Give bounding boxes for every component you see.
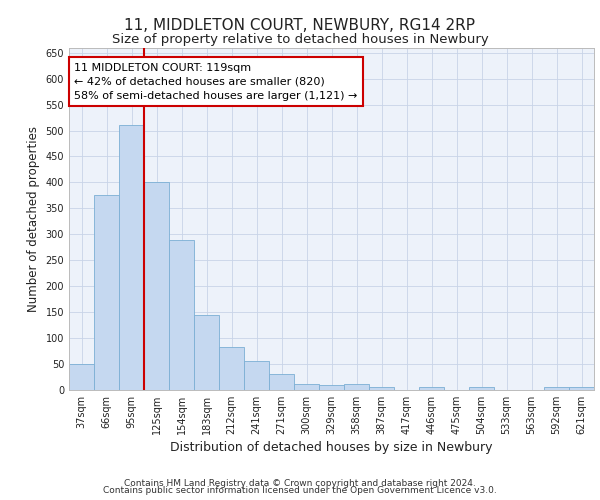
Text: Contains public sector information licensed under the Open Government Licence v3: Contains public sector information licen… [103, 486, 497, 495]
Bar [419, 388, 444, 390]
Bar [319, 385, 344, 390]
Bar [544, 388, 569, 390]
Bar [369, 388, 394, 390]
Bar [144, 182, 169, 390]
Bar [244, 362, 269, 390]
Text: Size of property relative to detached houses in Newbury: Size of property relative to detached ho… [112, 32, 488, 46]
Bar [269, 374, 294, 390]
Bar [169, 240, 194, 390]
Bar [119, 126, 144, 390]
Y-axis label: Number of detached properties: Number of detached properties [27, 126, 40, 312]
Bar [294, 384, 319, 390]
Text: 11 MIDDLETON COURT: 119sqm
← 42% of detached houses are smaller (820)
58% of sem: 11 MIDDLETON COURT: 119sqm ← 42% of deta… [74, 63, 358, 101]
Bar [219, 348, 244, 390]
Bar [94, 196, 119, 390]
Bar [469, 388, 494, 390]
Bar [69, 364, 94, 390]
Bar [194, 315, 219, 390]
Bar [344, 384, 369, 390]
Bar [569, 388, 594, 390]
X-axis label: Distribution of detached houses by size in Newbury: Distribution of detached houses by size … [170, 441, 493, 454]
Text: 11, MIDDLETON COURT, NEWBURY, RG14 2RP: 11, MIDDLETON COURT, NEWBURY, RG14 2RP [125, 18, 476, 32]
Text: Contains HM Land Registry data © Crown copyright and database right 2024.: Contains HM Land Registry data © Crown c… [124, 478, 476, 488]
